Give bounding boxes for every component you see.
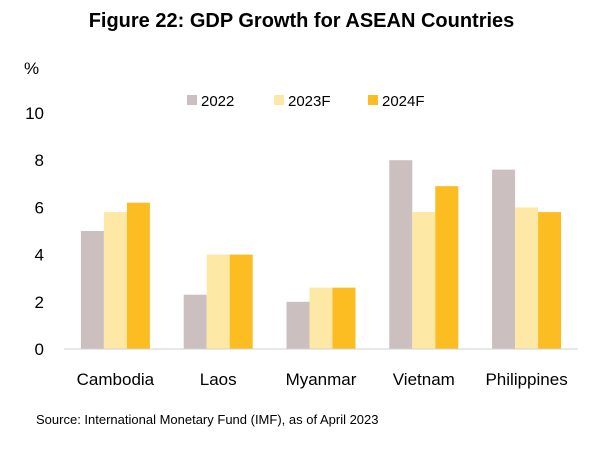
- bar-vietnam-2023f: [412, 212, 436, 349]
- x-tick-label-myanmar: Myanmar: [286, 370, 357, 389]
- bar-myanmar-2022: [286, 301, 310, 349]
- bar-laos-2024f: [229, 254, 253, 349]
- bar-philippines-2024f: [538, 212, 562, 349]
- legend-label-2024f: 2024F: [382, 93, 425, 110]
- legend-swatch-2022: [187, 95, 197, 105]
- y-tick-label: 2: [35, 293, 44, 312]
- legend-label-2023f: 2023F: [288, 93, 331, 110]
- y-tick-label: 8: [35, 151, 44, 170]
- y-tick-label: 4: [35, 246, 44, 265]
- legend-label-2022: 2022: [201, 93, 234, 110]
- y-axis-unit-label: %: [24, 59, 39, 78]
- bar-cambodia-2023f: [103, 212, 127, 349]
- bar-myanmar-2024f: [332, 287, 356, 349]
- bar-laos-2022: [183, 294, 207, 349]
- y-tick-label: 6: [35, 198, 44, 217]
- bar-laos-2023f: [206, 254, 230, 349]
- x-tick-label-cambodia: Cambodia: [77, 370, 155, 389]
- bar-philippines-2022: [492, 169, 516, 349]
- y-tick-label: 0: [35, 340, 44, 359]
- x-tick-label-philippines: Philippines: [485, 370, 567, 389]
- bar-cambodia-2024f: [126, 202, 150, 349]
- x-tick-label-vietnam: Vietnam: [393, 370, 455, 389]
- legend-swatch-2023f: [274, 95, 284, 105]
- bar-myanmar-2023f: [309, 287, 333, 349]
- bar-vietnam-2022: [389, 160, 413, 349]
- x-tick-label-laos: Laos: [200, 370, 237, 389]
- bar-philippines-2023f: [515, 207, 539, 349]
- bar-vietnam-2024f: [435, 186, 459, 349]
- chart-title: Figure 22: GDP Growth for ASEAN Countrie…: [88, 10, 515, 32]
- legend-swatch-2024f: [368, 95, 378, 105]
- bar-cambodia-2022: [80, 231, 104, 349]
- source-note: Source: International Monetary Fund (IMF…: [36, 412, 379, 427]
- y-tick-label: 10: [25, 104, 44, 123]
